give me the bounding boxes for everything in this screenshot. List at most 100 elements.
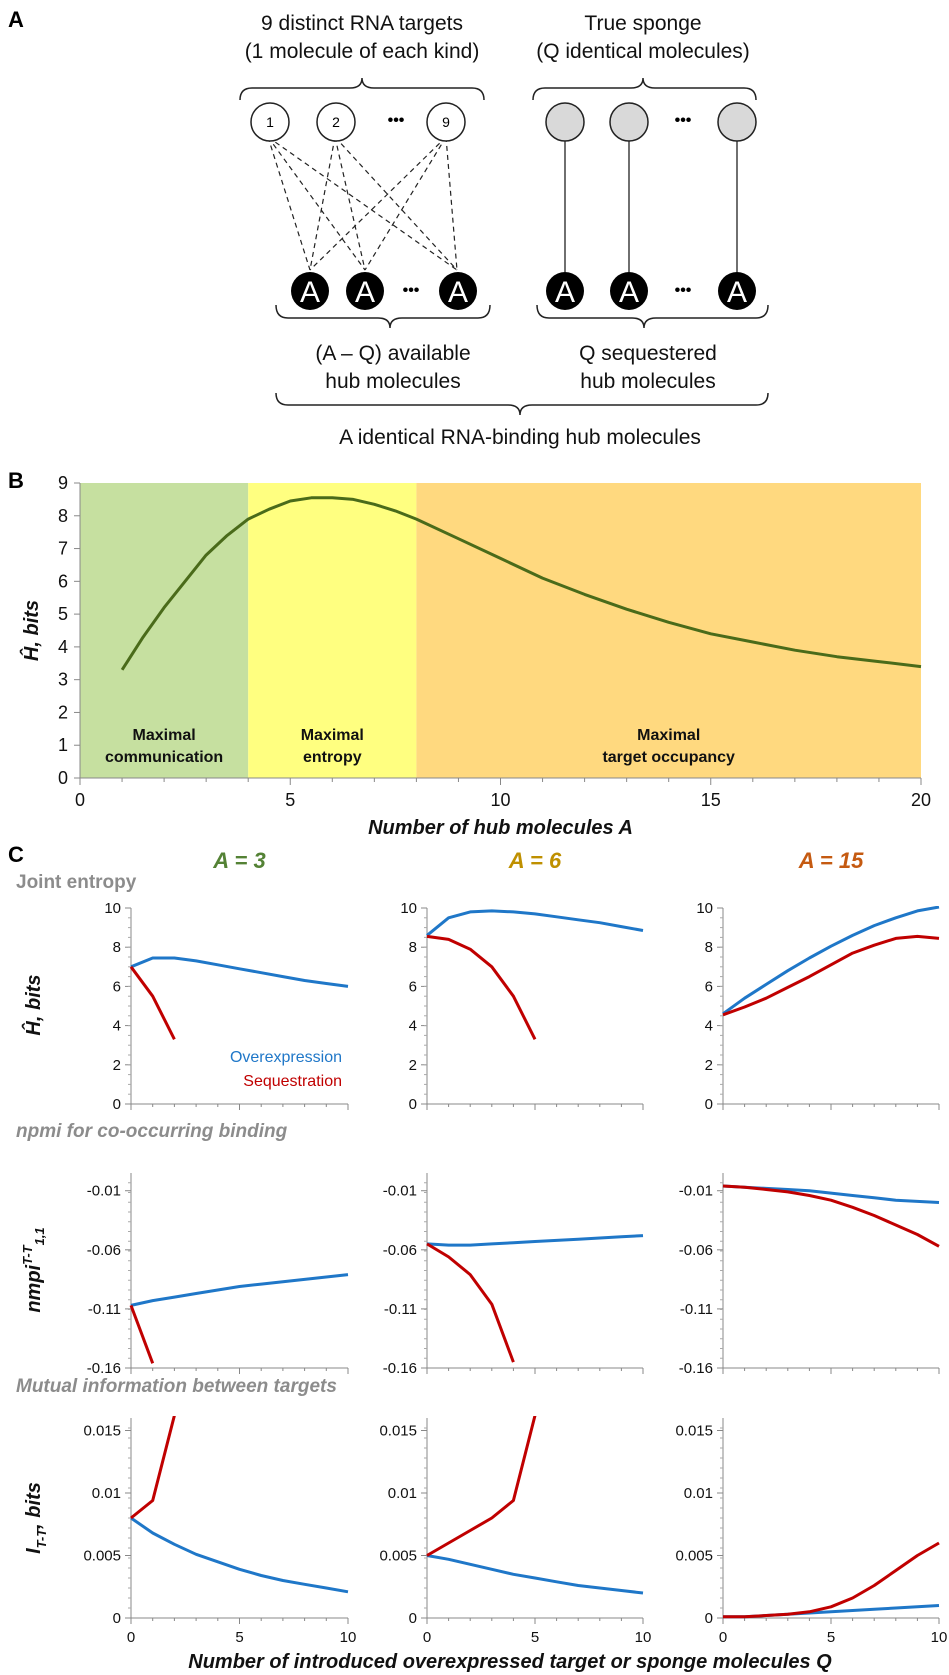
b-ytick-label-9: 9 xyxy=(58,473,68,493)
hub-node-5: A xyxy=(610,272,648,310)
c-ytick-label-r0-c1-3: 6 xyxy=(409,978,417,995)
left-caption-line2: (1 molecule of each kind) xyxy=(245,40,480,63)
c-panel-r2-c2: 0 0.005 0.01 0.015 0 5 10 xyxy=(675,1418,947,1646)
c-xtick-label-c0-1: 5 xyxy=(235,1629,243,1646)
c-overexpression-line-r0-c2 xyxy=(722,906,940,1016)
b-ytick-label-5: 5 xyxy=(58,604,68,624)
hub-node-1: A xyxy=(291,272,329,310)
region-2 xyxy=(416,483,921,778)
c-xtick-label-c0-0: 0 xyxy=(127,1629,135,1646)
c-panel-r1-c0: -0.16 -0.11 -0.06 -0.01 xyxy=(87,1173,349,1377)
sequestered-caption-line2: hub molecules xyxy=(580,370,715,393)
c-xtick-label-c1-0: 0 xyxy=(423,1629,431,1646)
target-node-2: 2 xyxy=(316,102,356,142)
region-label-0-line2: communication xyxy=(105,749,223,766)
c-overexpression-line-r1-c1 xyxy=(426,1234,644,1247)
c-ytick-label-r0-c2-3: 6 xyxy=(705,978,713,995)
c-ytick-label-r1-c2-3: -0.01 xyxy=(679,1183,713,1200)
hub-label-2: A xyxy=(355,276,375,309)
b-ytick-label-6: 6 xyxy=(58,571,68,591)
sponge-node-q xyxy=(717,102,757,142)
region-0 xyxy=(80,483,249,778)
c-section-title-2: Mutual information between targets xyxy=(16,1376,337,1397)
b-ytick-label-3: 3 xyxy=(58,670,68,690)
b-y-axis-label: Ĥ, bits xyxy=(19,600,43,661)
c-ytick-label-r0-c2-4: 8 xyxy=(705,939,713,956)
left-top-brace xyxy=(239,77,485,101)
sponge-node-2 xyxy=(609,102,649,142)
c-ytick-label-r0-c2-5: 10 xyxy=(696,900,713,917)
c-lines-r2-c1 xyxy=(426,1416,644,1595)
c-overexpression-line-r1-c0 xyxy=(130,1273,349,1307)
c-ytick-label-r1-c0-3: -0.01 xyxy=(87,1183,121,1200)
available-caption-line2: hub molecules xyxy=(325,370,460,393)
binding-lines xyxy=(267,136,458,271)
chart-c: A = 3 A = 6 A = 15 Joint entropy npmi for co… xyxy=(16,848,947,1673)
c-ylabel-row1-sub: 1,1 xyxy=(32,1227,47,1245)
c-ytick-label-r0-c0-0: 0 xyxy=(113,1096,121,1113)
total-brace xyxy=(275,392,769,416)
target-label-1: 1 xyxy=(266,114,274,130)
region-label-2-line2: target occupancy xyxy=(602,749,735,766)
c-ytick-label-r1-c1-3: -0.01 xyxy=(383,1183,417,1200)
c-column-title-0: A = 3 xyxy=(212,848,265,873)
c-ytick-label-r0-c0-1: 2 xyxy=(113,1057,121,1074)
c-ytick-label-r0-c1-4: 8 xyxy=(409,939,417,956)
c-ytick-label-r0-c0-2: 4 xyxy=(113,1018,121,1035)
c-ytick-label-r0-c2-0: 0 xyxy=(705,1096,713,1113)
c-lines-r2-c0 xyxy=(130,1416,349,1594)
panel-label-a: A xyxy=(8,7,24,32)
c-sequestration-line-r0-c0 xyxy=(129,965,176,1040)
hub-ellipsis-left: ••• xyxy=(403,282,420,299)
c-xtick-label-c2-0: 0 xyxy=(719,1629,727,1646)
c-sequestration-line-r2-c0 xyxy=(130,1416,176,1520)
c-sequestration-line-r1-c1 xyxy=(426,1242,515,1363)
sponge-lines xyxy=(564,140,738,272)
c-ylabel-row0: Ĥ, bits xyxy=(21,974,45,1035)
c-lines-r2-c2 xyxy=(723,1541,940,1619)
c-sequestration-line-r2-c1 xyxy=(426,1416,537,1557)
c-ytick-label-r2-c0-2: 0.01 xyxy=(92,1485,121,1502)
c-ytick-label-r1-c1-2: -0.06 xyxy=(383,1242,417,1259)
target-label-9: 9 xyxy=(442,114,450,130)
c-overexpression-line-r0-c1 xyxy=(426,909,644,937)
c-ytick-label-r0-c1-0: 0 xyxy=(409,1096,417,1113)
right-top-brace xyxy=(532,77,757,101)
hub-label-3: A xyxy=(448,276,468,309)
c-ytick-label-r0-c2-2: 4 xyxy=(705,1018,713,1035)
c-ytick-label-r2-c2-1: 0.005 xyxy=(675,1548,713,1565)
c-overexpression-line-r2-c0 xyxy=(130,1516,349,1594)
b-series-line xyxy=(120,496,922,671)
c-ylabel-row1-base: nmpi xyxy=(23,1264,45,1312)
hub-node-4: A xyxy=(546,272,584,310)
c-sequestration-line-r0-c2 xyxy=(722,934,940,1017)
hub-node-2: A xyxy=(346,272,384,310)
b-xtick-label-1: 5 xyxy=(285,790,295,810)
b-x-axis-label: Number of hub molecules A xyxy=(368,817,633,839)
c-ylabel-row2-rest: , bits xyxy=(23,1482,45,1530)
target-ellipsis: ••• xyxy=(388,112,405,129)
c-sequestration-line-r2-c2 xyxy=(723,1541,940,1619)
c-ytick-label-r2-c2-2: 0.01 xyxy=(684,1485,713,1502)
c-ytick-label-r1-c0-1: -0.11 xyxy=(88,1301,121,1318)
hub-label-1: A xyxy=(300,276,320,309)
hub-node-6: A xyxy=(718,272,756,310)
hub-ellipsis-right: ••• xyxy=(675,282,692,299)
sequestered-brace xyxy=(536,304,769,329)
c-xtick-label-c2-2: 10 xyxy=(931,1629,948,1646)
c-panel-r0-c0: 0 2 4 6 8 10 xyxy=(104,900,349,1113)
c-sequestration-line-r1-c0 xyxy=(129,1304,155,1364)
c-section-title-0: Joint entropy xyxy=(16,872,137,893)
hub-node-3: A xyxy=(439,272,477,310)
c-ytick-label-r0-c1-5: 10 xyxy=(400,900,417,917)
c-ytick-label-r1-c1-1: -0.11 xyxy=(384,1301,417,1318)
c-ylabel-row2-base: I xyxy=(23,1548,45,1554)
binding-diagram: 9 distinct RNA targets (1 molecule of ea… xyxy=(239,12,769,449)
c-ytick-label-r2-c0-3: 0.015 xyxy=(83,1423,121,1440)
c-ytick-label-r2-c1-1: 0.005 xyxy=(379,1548,417,1565)
c-ytick-label-r2-c2-0: 0 xyxy=(705,1610,713,1627)
region-label-0-line1: Maximal xyxy=(133,727,196,744)
c-ytick-label-r1-c2-2: -0.06 xyxy=(679,1242,713,1259)
b-xtick-label-3: 15 xyxy=(701,790,721,810)
c-ytick-label-r2-c2-3: 0.015 xyxy=(675,1423,713,1440)
